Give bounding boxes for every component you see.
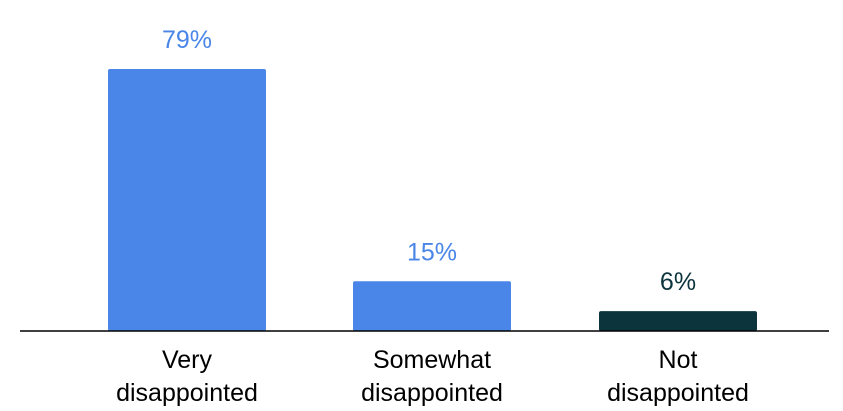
bar-1 [353, 281, 511, 331]
category-label-2-line-1: disappointed [607, 379, 749, 407]
value-labels-layer: 79% 15% 6% [162, 26, 696, 296]
category-label-1-line-0: Somewhat [373, 346, 491, 374]
category-label-1: Somewhat disappointed [361, 346, 503, 407]
category-label-1-line-1: disappointed [361, 379, 503, 407]
bar-2 [599, 311, 757, 331]
data-label-2: 6% [660, 268, 696, 296]
category-labels-layer: Very disappointed Somewhat disappointed Not d… [116, 346, 749, 407]
data-label-1: 15% [407, 238, 457, 266]
bar-0 [108, 69, 266, 331]
category-label-2-line-0: Not [659, 346, 698, 374]
bars-layer [108, 69, 757, 331]
category-label-0: Very disappointed [116, 346, 258, 407]
data-label-0: 79% [162, 26, 212, 54]
category-label-0-line-0: Very [162, 346, 213, 374]
category-label-0-line-1: disappointed [116, 379, 258, 407]
category-label-2: Not disappointed [607, 346, 749, 407]
